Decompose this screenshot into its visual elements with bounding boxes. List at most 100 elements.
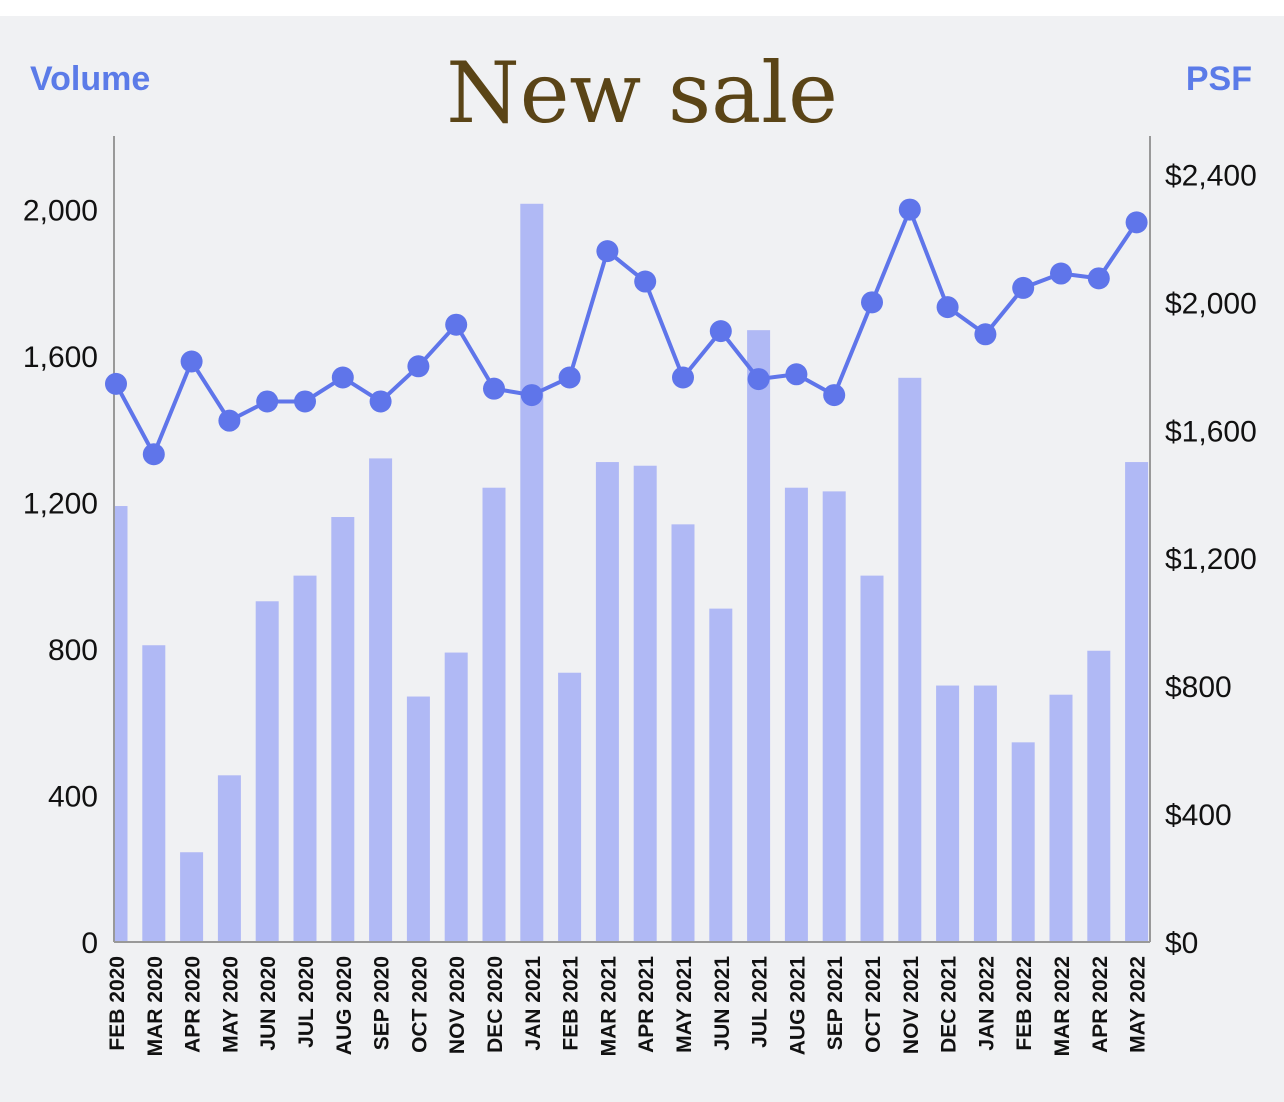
x-tick-label: AUG 2021 — [786, 956, 809, 1056]
left-tick-label: 0 — [81, 927, 98, 960]
psf-point — [898, 198, 921, 221]
psf-point — [785, 363, 808, 386]
x-tick-label: FEB 2022 — [1013, 956, 1036, 1051]
psf-point — [369, 390, 392, 413]
volume-bar — [1125, 462, 1149, 942]
volume-bar — [671, 524, 695, 942]
psf-point — [709, 320, 732, 343]
chart-title: New sale — [446, 44, 838, 142]
x-tick-label: JUN 2021 — [711, 956, 734, 1051]
volume-bar — [709, 608, 733, 942]
x-tick-label: APR 2020 — [182, 956, 205, 1053]
volume-bar — [331, 517, 355, 942]
x-tick-label: APR 2022 — [1089, 956, 1112, 1053]
x-tick-label: DEC 2021 — [938, 956, 961, 1053]
volume-bar — [936, 685, 960, 942]
psf-point — [634, 270, 657, 293]
right-tick-label: $2,400 — [1165, 159, 1257, 192]
x-tick-label: MAR 2021 — [597, 956, 620, 1057]
psf-point — [823, 384, 846, 407]
x-tick-label: FEB 2020 — [106, 956, 129, 1051]
psf-point — [294, 390, 316, 413]
x-tick-label: JUN 2020 — [257, 956, 280, 1051]
x-tick-label: APR 2021 — [635, 956, 658, 1053]
x-tick-label: SEP 2020 — [371, 956, 394, 1050]
x-tick-label: AUG 2020 — [333, 956, 356, 1055]
psf-point — [105, 372, 127, 395]
psf-point — [483, 377, 505, 400]
psf-point — [1012, 276, 1035, 299]
psf-point — [861, 291, 883, 314]
left-tick-label: 1,200 — [23, 487, 98, 520]
combo-chart: 0 400 800 1,200 1,600 2,000 $0 $400 $800 $1,200 $1… — [23, 136, 1257, 1057]
right-tick-label: $800 — [1165, 671, 1232, 704]
volume-bar — [898, 377, 922, 942]
x-tick-label: JUL 2020 — [295, 956, 318, 1048]
right-tick-label: $1,600 — [1165, 415, 1257, 448]
psf-point — [596, 240, 619, 263]
psf-point — [974, 323, 997, 346]
volume-bar — [180, 852, 204, 942]
x-tick-label: MAY 2021 — [673, 956, 696, 1053]
right-axis-title: PSF — [1185, 60, 1252, 98]
volume-bar — [444, 652, 468, 942]
volume-bar — [822, 491, 846, 942]
volume-bar — [217, 775, 241, 942]
left-tick-label: 800 — [48, 634, 98, 667]
x-tick-label: DEC 2020 — [484, 956, 507, 1053]
volume-bar — [973, 685, 997, 942]
volume-bar — [747, 330, 771, 942]
psf-point — [520, 384, 543, 407]
psf-point — [331, 366, 354, 389]
psf-point — [1050, 262, 1072, 285]
psf-point — [672, 366, 694, 389]
volume-bar — [520, 203, 544, 942]
psf-point — [256, 390, 279, 413]
x-tick-label: NOV 2021 — [900, 956, 923, 1054]
volume-bar — [1011, 742, 1035, 942]
volume-bar — [1049, 694, 1073, 942]
left-tick-label: 2,000 — [23, 194, 98, 227]
left-tick-label: 400 — [48, 780, 98, 813]
volume-bar — [114, 506, 128, 942]
x-tick-label: MAY 2022 — [1127, 956, 1150, 1053]
volume-bar — [633, 465, 657, 942]
psf-point — [936, 296, 959, 319]
volume-bar — [255, 601, 279, 942]
volume-bar — [369, 458, 393, 942]
left-tick-label: 1,600 — [23, 341, 98, 374]
left-axis-title: Volume — [30, 60, 151, 98]
volume-bar — [406, 696, 430, 942]
x-tick-label: MAR 2022 — [1051, 956, 1074, 1056]
x-tick-label: SEP 2021 — [824, 956, 847, 1051]
chart-panel: Volume New sale PSF 0 400 800 1,200 1,600 2,0… — [0, 16, 1284, 1102]
volume-bar — [595, 462, 619, 942]
x-tick-label: JAN 2021 — [522, 956, 545, 1051]
right-tick-label: $0 — [1165, 927, 1198, 960]
right-tick-label: $2,000 — [1165, 287, 1257, 320]
psf-point — [445, 313, 468, 336]
volume-bar — [784, 487, 808, 942]
psf-point — [407, 355, 430, 378]
psf-point — [180, 350, 203, 373]
volume-bar — [293, 575, 317, 942]
volume-bar — [558, 672, 582, 942]
right-tick-label: $400 — [1165, 799, 1232, 832]
x-tick-label: OCT 2020 — [408, 956, 431, 1053]
volume-bar — [142, 645, 166, 942]
psf-point — [218, 409, 241, 432]
x-tick-label: MAR 2020 — [144, 956, 167, 1056]
x-tick-label: JAN 2022 — [975, 956, 998, 1051]
psf-point — [1125, 211, 1148, 234]
psf-point — [558, 366, 581, 389]
psf-point — [1087, 267, 1110, 290]
volume-bar — [860, 575, 884, 942]
x-tick-label: NOV 2020 — [446, 956, 469, 1054]
right-tick-label: $1,200 — [1165, 543, 1257, 576]
psf-point — [142, 443, 165, 466]
psf-line — [114, 207, 1139, 457]
psf-point — [747, 368, 770, 391]
x-tick-label: JUL 2021 — [749, 956, 772, 1048]
volume-bar — [482, 487, 506, 942]
x-tick-label: FEB 2021 — [560, 956, 583, 1051]
